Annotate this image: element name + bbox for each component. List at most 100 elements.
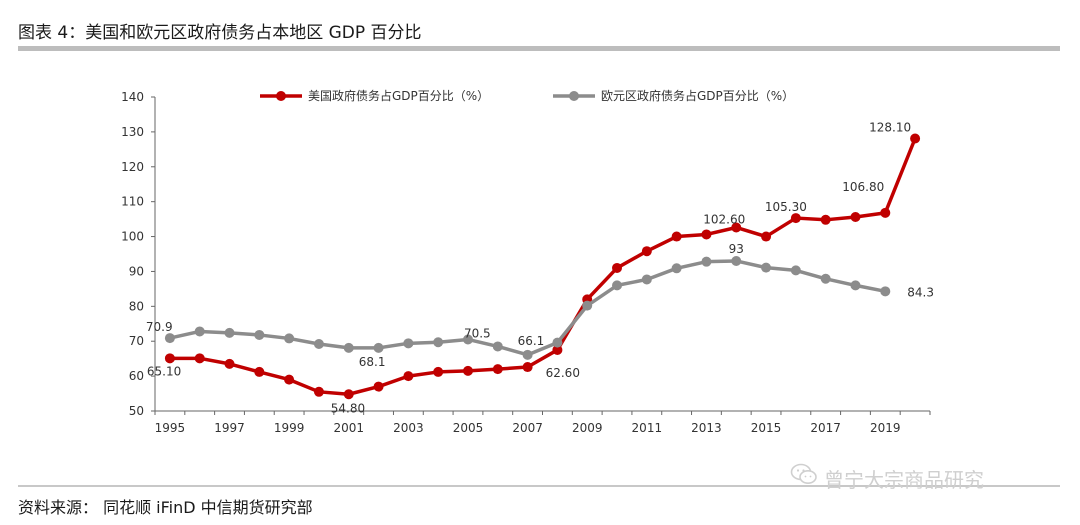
x-tick-label: 2013 — [691, 421, 722, 435]
data-point — [343, 389, 354, 400]
series-line-0 — [169, 137, 917, 397]
data-label: 62.60 — [546, 366, 580, 380]
x-tick-label: 2009 — [572, 421, 603, 435]
chart-legend: 美国政府债务占GDP百分比（%） 欧元区政府债务占GDP百分比（%） — [260, 88, 794, 103]
data-label: 54.80 — [331, 401, 365, 415]
y-tick-label: 50 — [129, 404, 144, 418]
data-point — [433, 337, 444, 348]
x-tick-label: 2019 — [870, 421, 901, 435]
chart-data-labels: 70.9 65.10 68.1 54.80 70.5 66.1 62.60 102.60 93 1… — [146, 121, 934, 416]
data-point — [761, 262, 772, 273]
data-point — [582, 300, 593, 311]
data-point — [194, 326, 205, 337]
data-point — [820, 273, 831, 284]
data-point — [284, 333, 295, 344]
y-tick-label: 120 — [121, 160, 144, 174]
data-label: 66.1 — [518, 334, 545, 348]
chart-axes: 50 60 70 80 90 100 110 120 130 140 1995 1997 1999 200… — [121, 90, 931, 435]
data-point — [492, 341, 503, 352]
source-note: 资料来源： 同花顺 iFinD 中信期货研究部 — [18, 498, 313, 517]
y-tick-label: 110 — [121, 195, 144, 209]
data-point — [343, 342, 354, 353]
data-label: 68.1 — [359, 355, 386, 369]
legend-swatch-dot — [276, 91, 286, 101]
data-point — [313, 339, 324, 350]
data-label: 70.9 — [146, 320, 173, 334]
legend-swatch-dot — [569, 91, 579, 101]
data-point — [492, 364, 503, 375]
x-tick-label: 2003 — [393, 421, 424, 435]
data-point — [403, 338, 414, 349]
data-label: 102.60 — [703, 212, 745, 226]
x-tick-label: 2011 — [632, 421, 663, 435]
data-point — [552, 337, 563, 348]
data-point — [522, 362, 533, 373]
data-label: 65.10 — [147, 364, 181, 378]
data-point — [910, 133, 921, 144]
data-point — [641, 274, 652, 285]
data-point — [790, 265, 801, 276]
data-point — [254, 329, 265, 340]
data-point — [373, 342, 384, 353]
x-tick-label: 1999 — [274, 421, 305, 435]
legend-label: 美国政府债务占GDP百分比（%） — [308, 88, 489, 103]
data-point — [373, 381, 384, 392]
data-point — [850, 280, 861, 291]
data-point — [671, 231, 682, 242]
data-point — [254, 366, 265, 377]
data-point — [880, 207, 891, 218]
data-point — [433, 366, 444, 377]
y-tick-label: 130 — [121, 125, 144, 139]
y-tick-label: 60 — [129, 369, 144, 383]
data-point — [522, 349, 533, 360]
data-point — [403, 371, 414, 382]
x-tick-label: 1997 — [214, 421, 245, 435]
data-point — [612, 262, 623, 273]
chart-series — [164, 133, 921, 400]
y-tick-label: 100 — [121, 230, 144, 244]
data-point — [313, 386, 324, 397]
data-point — [224, 358, 235, 369]
x-tick-label: 2001 — [333, 421, 364, 435]
x-tick-label: 2017 — [810, 421, 841, 435]
data-point — [224, 327, 235, 338]
data-label: 93 — [729, 242, 744, 256]
data-point — [462, 365, 473, 376]
watermark-text: 曾宁大宗商品研究 — [824, 468, 984, 492]
wechat-icon — [790, 463, 817, 484]
data-point — [731, 222, 742, 233]
data-point — [761, 231, 772, 242]
data-point — [612, 280, 623, 291]
page-title: 图表 4：美国和欧元区政府债务占本地区 GDP 百分比 — [18, 23, 422, 43]
y-tick-label: 80 — [129, 299, 144, 313]
title-divider — [18, 46, 1060, 51]
data-point — [641, 246, 652, 257]
data-point — [820, 214, 831, 225]
data-label: 128.10 — [869, 121, 911, 135]
data-label: 105.30 — [765, 200, 807, 214]
debt-line-chart: 50 60 70 80 90 100 110 120 130 140 1995 1997 1999 200… — [121, 88, 934, 435]
data-label: 84.3 — [907, 285, 934, 299]
data-point — [164, 353, 175, 364]
data-point — [462, 334, 473, 345]
data-point — [284, 374, 295, 385]
x-tick-label: 2007 — [512, 421, 543, 435]
y-tick-label: 70 — [129, 334, 144, 348]
x-tick-label: 2005 — [453, 421, 484, 435]
data-point — [701, 256, 712, 267]
data-label: 70.5 — [464, 326, 491, 340]
data-point — [552, 344, 563, 355]
data-point — [880, 286, 891, 297]
y-tick-label: 140 — [121, 90, 144, 104]
data-point — [701, 229, 712, 240]
y-tick-label: 90 — [129, 264, 144, 278]
data-point — [850, 212, 861, 223]
data-point — [671, 263, 682, 274]
footer-divider — [18, 485, 1060, 487]
x-tick-label: 2015 — [751, 421, 782, 435]
data-label: 106.80 — [842, 180, 884, 194]
data-point — [164, 333, 175, 344]
data-point — [731, 255, 742, 266]
legend-label: 欧元区政府债务占GDP百分比（%） — [601, 88, 794, 103]
data-point — [790, 213, 801, 224]
